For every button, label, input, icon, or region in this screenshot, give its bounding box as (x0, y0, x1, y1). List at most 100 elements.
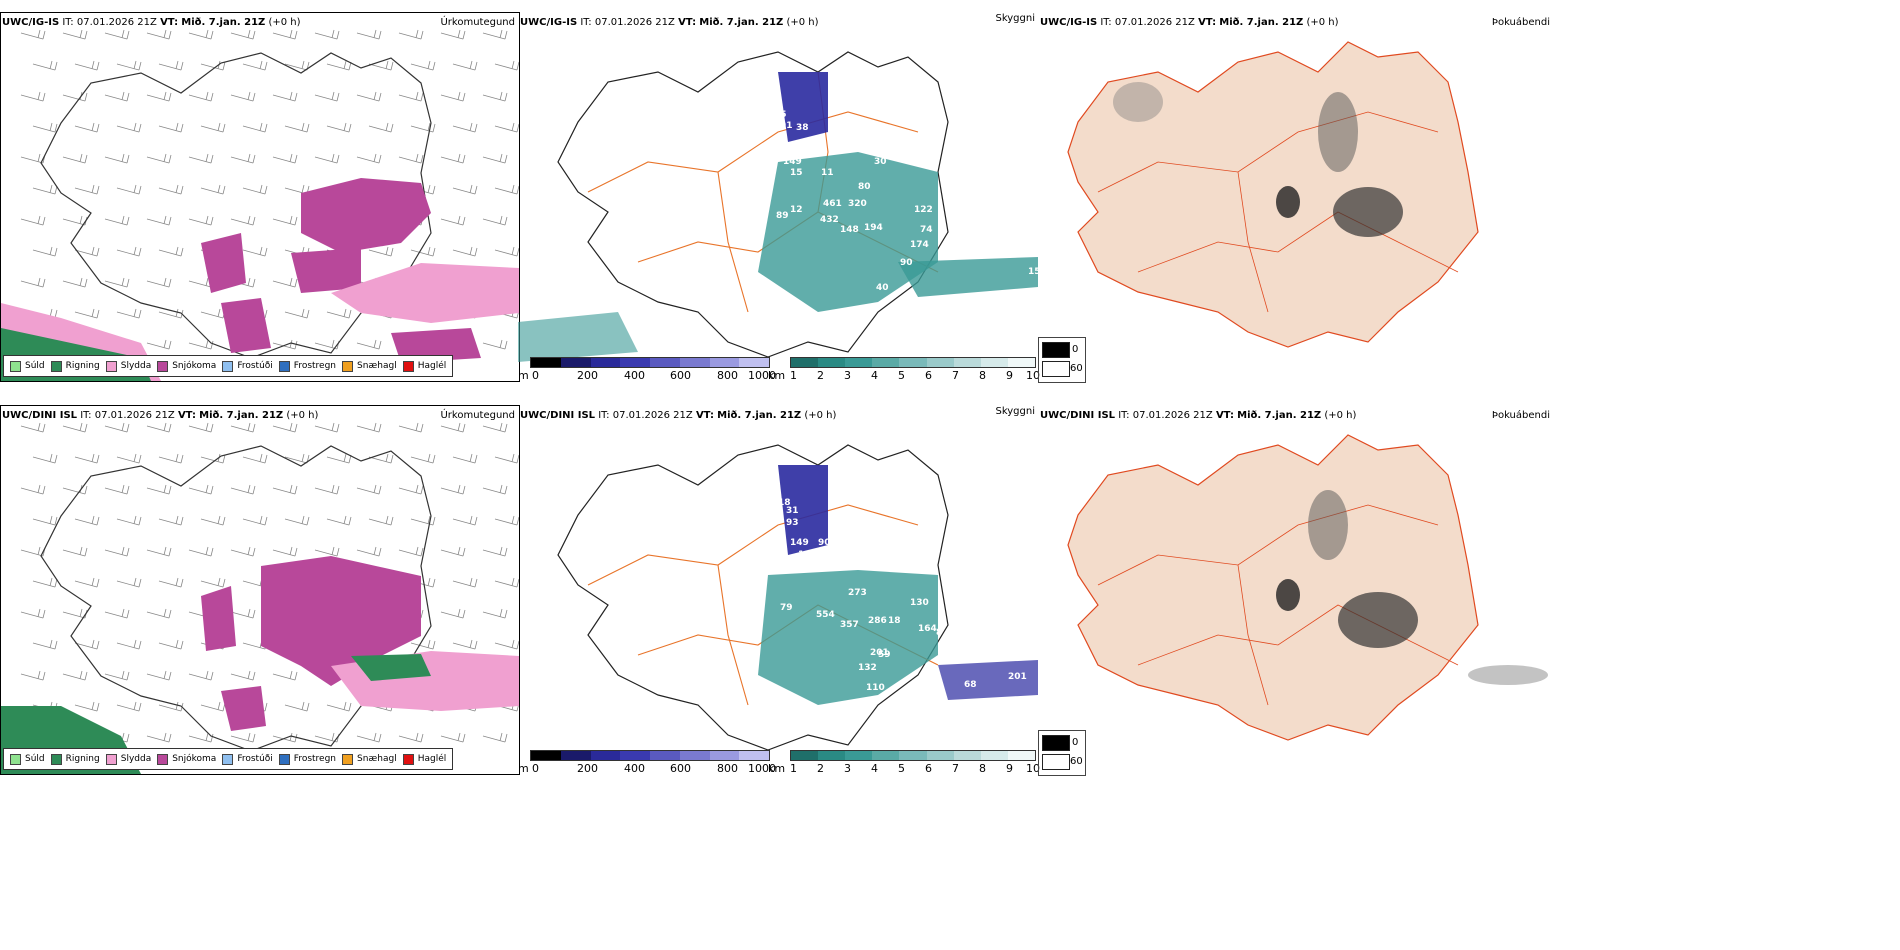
legend-label: Frostregn (293, 361, 337, 371)
wind-barb (410, 515, 436, 526)
wind-barb (74, 60, 100, 71)
wind-barb (314, 422, 340, 433)
wind-barb (440, 732, 466, 743)
visibility-label: 357 (840, 620, 859, 630)
wind-barb (116, 701, 142, 712)
wind-barb (494, 515, 519, 526)
wind-barb (74, 701, 100, 712)
wind-barb (440, 29, 466, 40)
legend-swatch (157, 360, 169, 372)
wind-barb (494, 184, 519, 195)
visibility-label: 31 (786, 506, 799, 516)
wind-barb (356, 484, 382, 495)
wind-barb (188, 29, 214, 40)
wind-barb (104, 422, 130, 433)
visibility-label: 461 (823, 199, 842, 209)
vis-tick: 7 (952, 762, 959, 775)
visibility-label: 75 (774, 110, 787, 120)
wind-barb (200, 184, 226, 195)
wind-barb (116, 122, 142, 133)
road-network (1097, 111, 1459, 313)
wind-barb (146, 215, 172, 226)
wind-barb (494, 122, 519, 133)
legend-item: Súld (10, 360, 45, 372)
wind-barb (452, 184, 478, 195)
wind-barb (356, 29, 382, 40)
wind-barb (482, 546, 508, 557)
wind-barb (368, 515, 394, 526)
legend-swatch (278, 753, 290, 765)
fog-cell (1338, 592, 1418, 648)
precip-panel-row2: Súld Rigning Slydda Snjókoma Frostúði Frostre… (0, 405, 520, 775)
snow-area (201, 233, 246, 293)
legend-swatch (342, 360, 354, 372)
vis-tick: 2 (817, 369, 824, 382)
visibility-label: 18 (888, 616, 901, 626)
wind-barb (482, 608, 508, 619)
wind-barb (200, 122, 226, 133)
visibility-label: 273 (848, 588, 867, 598)
visibility-label: 91 (780, 121, 793, 131)
wind-barb (62, 277, 88, 288)
iceland-outline (40, 52, 432, 359)
vis-tick: 1 (790, 762, 797, 775)
wind-barb (314, 546, 340, 557)
wind-barb (230, 422, 256, 433)
legend-swatch (278, 360, 290, 372)
vis-tick: 3 (844, 762, 851, 775)
wind-barb (74, 515, 100, 526)
legend-swatch (222, 360, 234, 372)
visibility-label: 11 (821, 168, 834, 178)
visibility-label: 149 (790, 538, 809, 548)
wind-barb (482, 153, 508, 164)
wind-barb (410, 60, 436, 71)
visibility-label: 157 (774, 320, 793, 330)
wind-barb (314, 484, 340, 495)
wind-barb (20, 277, 46, 288)
wind-barb (62, 29, 88, 40)
wind-barb (32, 60, 58, 71)
wind-barb (482, 215, 508, 226)
wind-barb (62, 670, 88, 681)
wind-barb (482, 339, 508, 350)
fog-title: Þokuábendi (1491, 17, 1550, 28)
legend-item: Rigning (50, 753, 100, 765)
fog-map-row1 (1067, 41, 1479, 348)
legend-label: Súld (25, 754, 45, 764)
wind-barb (116, 515, 142, 526)
wind-barb (440, 422, 466, 433)
wind-barb (158, 639, 184, 650)
visibility-label: 8 (936, 628, 942, 638)
legend-item: Frostúði (222, 753, 273, 765)
wind-barb (326, 515, 352, 526)
wind-barb (494, 577, 519, 588)
wind-barb (242, 453, 268, 464)
vis-tick: 5 (898, 762, 905, 775)
wind-barb (242, 184, 268, 195)
precip-panel-row1: Súld Rigning Slydda Snjókoma Frostúði Frostre… (0, 12, 520, 382)
fog-legend-low: 60 (1070, 756, 1083, 767)
wind-barb (440, 546, 466, 557)
wind-barb (116, 60, 142, 71)
wind-barb (146, 277, 172, 288)
wind-barb (494, 60, 519, 71)
fog-cell (1308, 490, 1348, 560)
wind-barb (230, 484, 256, 495)
wind-barb (188, 546, 214, 557)
legend-label: Snjókoma (172, 361, 217, 371)
wind-barb (440, 91, 466, 102)
visibility-label: 26 (772, 713, 785, 723)
wind-barb (326, 453, 352, 464)
vis-tick: 10 (1026, 762, 1040, 775)
legend-swatch (105, 360, 117, 372)
low-visibility-area (758, 570, 938, 705)
wind-barb (188, 484, 214, 495)
snow-area (301, 178, 431, 253)
wind-barb (146, 608, 172, 619)
vis-tick: 8 (979, 762, 986, 775)
legend-label: Frostúði (237, 754, 273, 764)
wind-barb (440, 215, 466, 226)
wind-barb (494, 639, 519, 650)
wind-barb (314, 29, 340, 40)
